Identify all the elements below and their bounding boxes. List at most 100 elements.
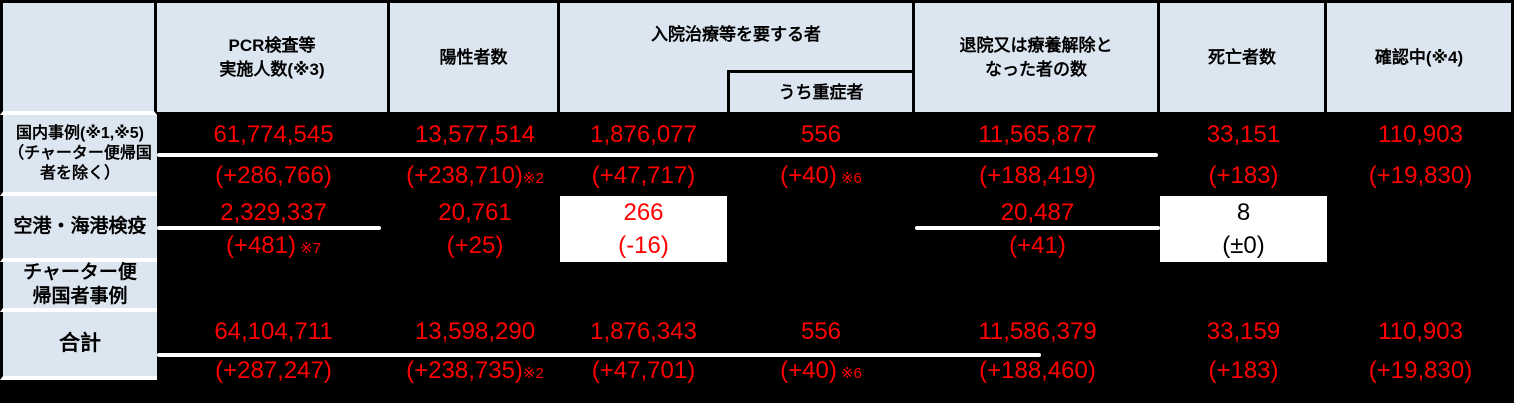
col-header-hospitalized-group: 入院治療等を要する者 うち重症者 — [560, 0, 915, 115]
charter-discharged-cell — [915, 262, 1160, 312]
cell-value: 2,329,337 — [220, 198, 327, 226]
cell-delta: (+41) — [1009, 231, 1066, 259]
quarantine-severe-cell — [727, 196, 915, 262]
cell-value: 33,151 — [1206, 121, 1281, 149]
delta-text: (+238,710) — [406, 161, 523, 189]
row-label-domestic-cases: 国内事例(※1,※5) （チャーター便帰国 者を除く） — [0, 115, 157, 196]
cell-value: 11,565,877 — [978, 121, 1097, 149]
cell-value: 13,598,290 — [414, 317, 536, 345]
col-header-hospitalized: 入院治療等を要する者 — [651, 25, 821, 45]
delta-text: (+286,766) — [215, 161, 332, 189]
delta-text: (+481) — [225, 231, 296, 259]
col-header-severe-cases: うち重症者 — [727, 70, 912, 112]
domestic-hospitalized-cell: 1,876,077 (+47,717) — [560, 115, 727, 196]
cell-value: 266 — [623, 198, 664, 226]
domestic-pcr-cell: 61,774,545 (+286,766) — [157, 115, 390, 196]
footnote-ref: ※2 — [522, 169, 544, 187]
quarantine-hospitalized-cell: 266 (-16) — [560, 196, 727, 262]
domestic-positive-cell: 13,577,514 (+238,710) ※2 — [390, 115, 560, 196]
cell-value: 1,876,077 — [590, 121, 697, 149]
cell-value: 556 — [800, 121, 842, 149]
delta-text: (+188,460) — [979, 356, 1096, 384]
cell-value: 20,761 — [438, 198, 512, 226]
delta-text: (+238,735) — [406, 356, 523, 384]
delta-text: (+19,830) — [1368, 356, 1473, 384]
col-header-deaths: 死亡者数 — [1160, 0, 1327, 115]
delta-text: (+183) — [1208, 161, 1279, 189]
delta-text: (+47,701) — [591, 356, 696, 384]
quarantine-deaths-cell: 8 (±0) — [1160, 196, 1327, 262]
cell-value: 556 — [800, 317, 842, 345]
cell-delta: (±0) — [1222, 231, 1265, 259]
cell-value: 110,903 — [1378, 121, 1463, 149]
separator-line-domestic — [157, 153, 1158, 157]
quarantine-discharged-cell: 20,487 (+41) — [915, 196, 1160, 262]
separator-line-quarantine-discharged — [915, 226, 1160, 230]
col-header-pcr-tested: PCR検査等 実施人数(※3) — [157, 0, 390, 115]
delta-text: (±0) — [1222, 231, 1265, 259]
separator-line-quarantine-pcr — [157, 226, 381, 230]
cell-delta: (+188,460) — [979, 356, 1096, 384]
domestic-confirming-cell: 110,903 (+19,830) — [1327, 115, 1514, 196]
charter-deaths-cell — [1160, 262, 1327, 312]
cell-value: 110,903 — [1378, 317, 1463, 345]
delta-text: (+40) — [780, 356, 837, 384]
delta-text: (+183) — [1208, 356, 1279, 384]
col-header-positive-cases: 陽性者数 — [390, 0, 560, 115]
total-positive-cell: 13,598,290 (+238,735) ※2 — [390, 312, 560, 390]
total-confirming-cell: 110,903 (+19,830) — [1327, 312, 1514, 390]
corner-header-cell — [0, 0, 157, 115]
cell-delta: (+238,710) ※2 — [406, 161, 544, 189]
cell-delta: (+188,419) — [979, 161, 1096, 189]
cell-delta: (+287,247) — [215, 356, 332, 384]
cell-value: 20,487 — [1000, 198, 1075, 226]
row-label-quarantine: 空港・海港検疫 — [0, 196, 157, 262]
col-header-confirming: 確認中(※4) — [1327, 0, 1514, 115]
charter-severe-cell — [727, 262, 915, 312]
quarantine-pcr-cell: 2,329,337 (+481) ※7 — [157, 196, 390, 262]
cell-delta: (+238,735) ※2 — [406, 356, 544, 384]
footnote-ref: ※6 — [836, 364, 862, 382]
cell-value: 8 — [1236, 198, 1251, 226]
cell-delta: (+47,701) — [591, 356, 696, 384]
cell-value: 64,104,711 — [214, 317, 333, 345]
delta-text: (+41) — [1009, 231, 1066, 259]
delta-text: (+47,717) — [591, 161, 696, 189]
cell-delta: (+286,766) — [215, 161, 332, 189]
row-label-charter-returnees: チャーター便 帰国者事例 — [0, 262, 157, 312]
charter-positive-cell — [390, 262, 560, 312]
cell-delta: (+47,717) — [591, 161, 696, 189]
total-deaths-cell: 33,159 (+183) — [1160, 312, 1327, 390]
total-pcr-cell: 64,104,711 (+287,247) — [157, 312, 390, 390]
charter-pcr-cell — [157, 262, 390, 312]
domestic-discharged-cell: 11,565,877 (+188,419) — [915, 115, 1160, 196]
cell-delta: (+40) ※6 — [780, 161, 862, 189]
quarantine-confirming-cell — [1327, 196, 1514, 262]
cell-delta: (+183) — [1208, 356, 1279, 384]
cell-value: 1,876,343 — [590, 317, 697, 345]
domestic-deaths-cell: 33,151 (+183) — [1160, 115, 1327, 196]
separator-line-total — [157, 353, 1041, 357]
cell-value: 13,577,514 — [414, 121, 536, 149]
delta-text: (+188,419) — [979, 161, 1096, 189]
footnote-ref: ※7 — [295, 239, 322, 257]
cell-delta: (+183) — [1208, 161, 1279, 189]
total-severe-cell: 556 (+40) ※6 — [727, 312, 915, 390]
delta-text: (+19,830) — [1368, 161, 1473, 189]
col-header-discharged: 退院又は療養解除と なった者の数 — [915, 0, 1160, 115]
row-label-total: 合計 — [0, 312, 157, 380]
domestic-severe-cell: 556 (+40) ※6 — [727, 115, 915, 196]
cell-delta: (+19,830) — [1368, 356, 1473, 384]
cell-delta: (+40) ※6 — [780, 356, 862, 384]
cell-delta: (+481) ※7 — [225, 231, 322, 259]
total-discharged-cell: 11,586,379 (+188,460) — [915, 312, 1160, 390]
delta-text: (+287,247) — [215, 356, 332, 384]
delta-text: (+40) — [780, 161, 837, 189]
quarantine-positive-cell: 20,761 (+25) — [390, 196, 560, 262]
cell-delta: (-16) — [618, 233, 669, 258]
charter-confirming-cell — [1327, 262, 1514, 312]
cell-delta: (+19,830) — [1368, 161, 1473, 189]
footnote-ref: ※2 — [522, 364, 544, 382]
footnote-ref: ※6 — [836, 169, 862, 187]
